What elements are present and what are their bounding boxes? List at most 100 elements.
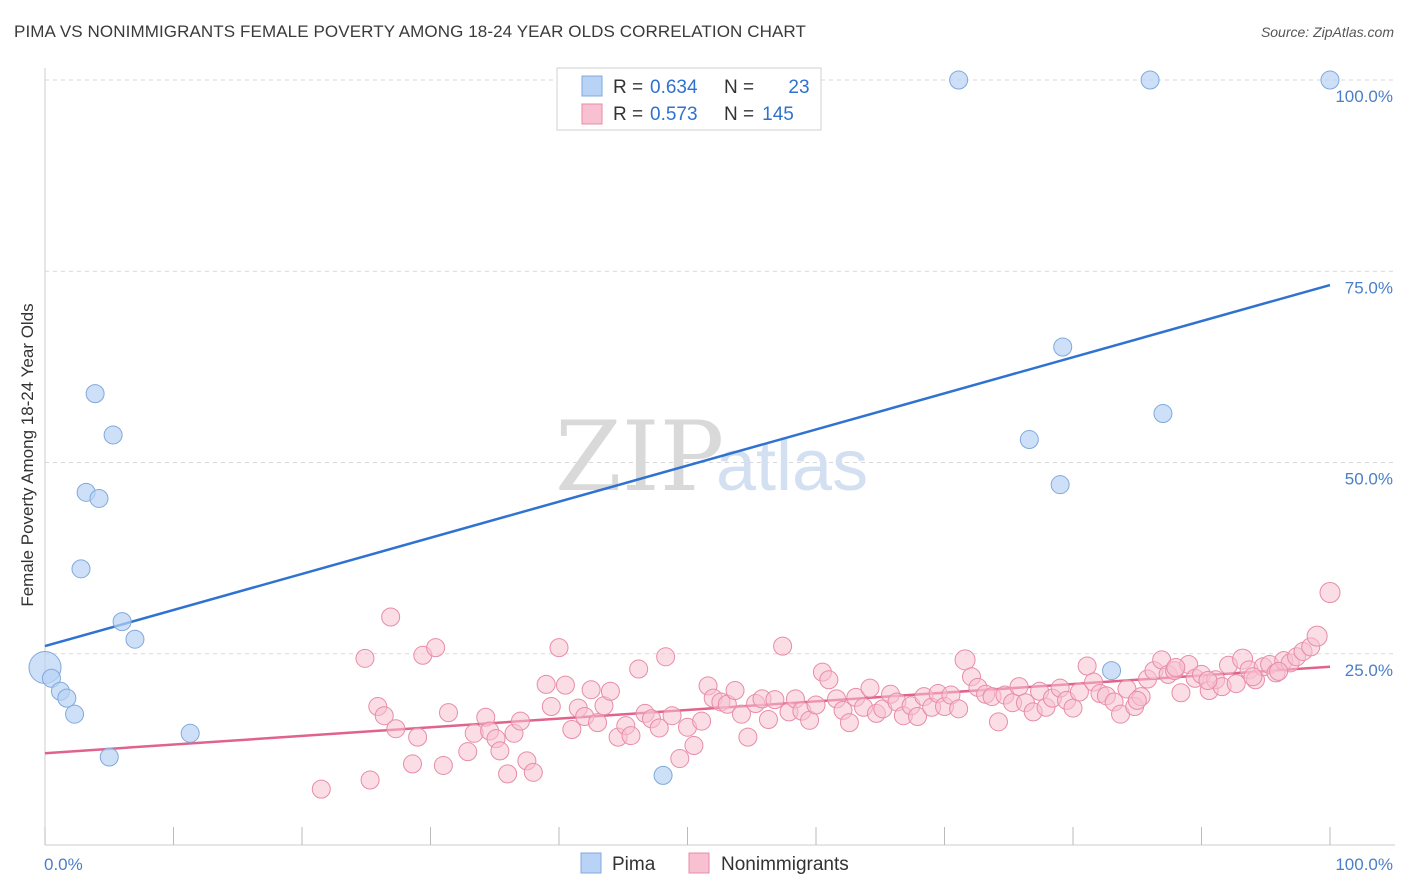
watermark-atlas: atlas (716, 426, 868, 506)
trend-lines (44, 283, 1331, 755)
nonimmigrants-point (581, 680, 601, 700)
pima-point (99, 747, 119, 767)
bottom-legend-swatch-nonimmigrants (688, 852, 710, 874)
nonimmigrants-point (649, 718, 669, 738)
nonimmigrants-point (1269, 661, 1289, 681)
nonimmigrants-points (311, 582, 1341, 799)
nonimmigrants-point (1198, 671, 1218, 691)
nonimmigrants-point (1243, 667, 1263, 687)
nonimmigrants-point (1077, 656, 1097, 676)
nonimmigrants-point (1166, 658, 1186, 678)
nonimmigrants-point (731, 704, 751, 724)
nonimmigrants-point (954, 649, 976, 671)
nonimmigrants-point (1171, 683, 1191, 703)
nonimmigrants-point (403, 754, 423, 774)
nonimmigrants-point (692, 711, 712, 731)
y-tick-label: 25.0% (1345, 661, 1393, 680)
nonimmigrants-point (360, 770, 380, 790)
axes (44, 68, 1395, 846)
nonimmigrants-point (588, 713, 608, 733)
pima-point (103, 425, 123, 445)
series-legend: Pima Nonimmigrants (580, 852, 849, 875)
nonimmigrants-point (562, 719, 582, 739)
nonimmigrants-trend-line (44, 665, 1331, 755)
chart-title: PIMA VS NONIMMIGRANTS FEMALE POVERTY AMO… (14, 22, 806, 41)
bottom-legend-pima-label: Pima (612, 854, 656, 875)
bottom-legend-swatch-pima (580, 852, 602, 874)
nonimmigrants-point (438, 703, 458, 723)
nonimmigrants-point (738, 727, 758, 747)
nonimmigrants-point (684, 736, 704, 756)
pima-point (180, 723, 200, 743)
nonimmigrants-point (541, 697, 561, 717)
pima-point (85, 384, 105, 404)
pima-trend-line (44, 283, 1331, 648)
nonimmigrants-point (1306, 625, 1328, 647)
pima-point (41, 668, 61, 688)
legend-pima-r-label: R = (613, 77, 643, 98)
nonimmigrants-point (458, 742, 478, 762)
nonimmigrants-point (670, 749, 690, 769)
nonimmigrants-point (725, 680, 745, 700)
nonimmigrants-point (1009, 677, 1029, 697)
nonimmigrants-point (374, 706, 394, 726)
pima-point (1140, 70, 1160, 90)
nonimmigrants-point (1319, 582, 1341, 604)
bottom-legend-nonimmigrants-label: Nonimmigrants (721, 854, 849, 875)
legend-swatch-nonimmigrants (581, 103, 603, 125)
pima-point (1320, 70, 1340, 90)
pima-point (1102, 661, 1122, 681)
x-tick-label: 0.0% (44, 855, 83, 874)
nonimmigrants-point (656, 647, 676, 667)
nonimmigrants-point (523, 762, 543, 782)
nonimmigrants-point (498, 764, 518, 784)
legend-non-r-label: R = (613, 104, 643, 125)
legend-pima-n-label: N = (724, 77, 754, 98)
pima-point (1019, 430, 1039, 450)
nonimmigrants-point (1069, 682, 1089, 702)
pima-point (1050, 475, 1070, 495)
nonimmigrants-point (510, 711, 530, 731)
legend-swatch-pima (581, 75, 603, 97)
gridlines (45, 79, 1395, 655)
nonimmigrants-point (773, 636, 793, 656)
nonimmigrants-point (311, 779, 331, 799)
nonimmigrants-point (629, 659, 649, 679)
legend-non-n-value: 145 (762, 104, 794, 125)
pima-point (1153, 404, 1173, 424)
nonimmigrants-point (408, 727, 428, 747)
nonimmigrants-point (600, 681, 620, 701)
legend-pima-r-value: 0.634 (650, 77, 698, 98)
nonimmigrants-point (819, 670, 839, 690)
pima-point (112, 612, 132, 632)
tick-labels: 0.0% 100.0% 25.0% 50.0% 75.0% 100.0% (44, 87, 1393, 874)
pima-point (653, 765, 673, 785)
nonimmigrants-point (662, 706, 682, 726)
nonimmigrants-point (355, 648, 375, 668)
pima-point (949, 70, 969, 90)
nonimmigrants-point (765, 690, 785, 710)
nonimmigrants-point (949, 699, 969, 719)
nonimmigrants-point (839, 713, 859, 733)
nonimmigrants-point (1127, 690, 1147, 710)
nonimmigrants-point (758, 710, 778, 730)
y-tick-label: 50.0% (1345, 470, 1393, 489)
pima-points (28, 70, 1340, 785)
nonimmigrants-point (386, 719, 406, 739)
legend-non-n-label: N = (724, 104, 754, 125)
pima-point (89, 488, 109, 508)
nonimmigrants-point (490, 741, 510, 761)
pima-point (1053, 337, 1073, 357)
nonimmigrants-point (621, 726, 641, 746)
nonimmigrants-point (908, 706, 928, 726)
pima-point (125, 629, 145, 649)
nonimmigrants-point (426, 638, 446, 658)
nonimmigrants-point (988, 712, 1008, 732)
pima-point (71, 559, 91, 579)
y-tick-label: 75.0% (1345, 278, 1393, 297)
nonimmigrants-point (549, 638, 569, 658)
legend-non-r-value: 0.573 (650, 104, 698, 125)
y-tick-label: 100.0% (1335, 87, 1393, 106)
nonimmigrants-point (860, 678, 880, 698)
